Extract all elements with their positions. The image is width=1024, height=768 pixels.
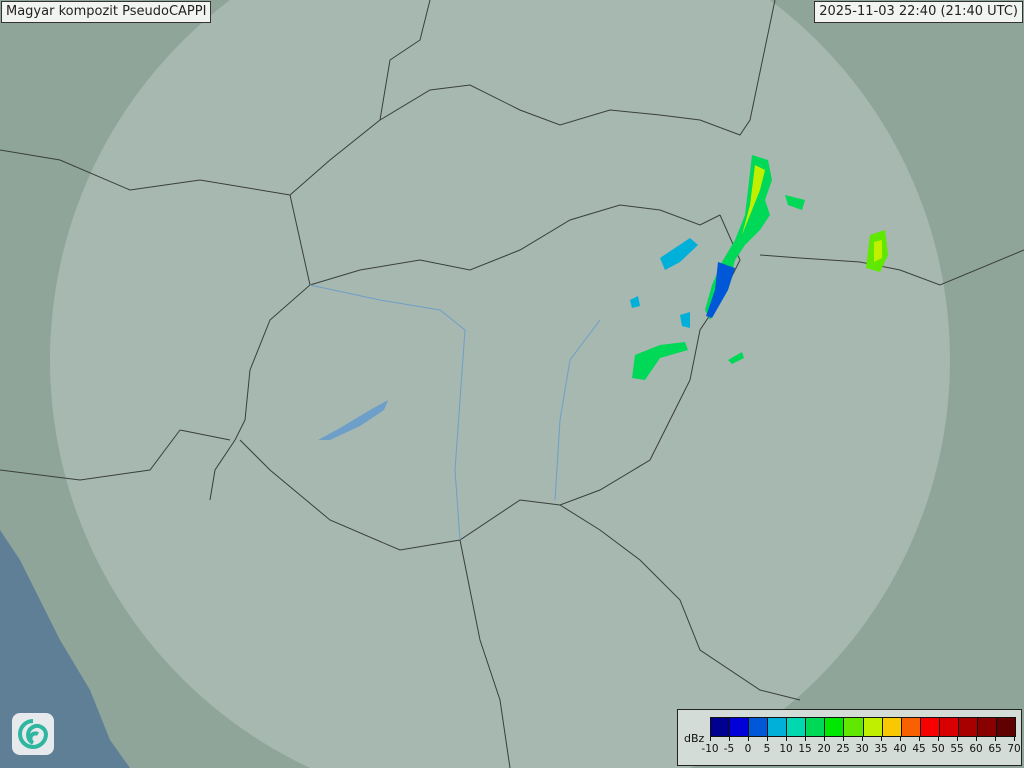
legend-tick-label: 0: [744, 743, 752, 755]
legend-tick-label: 55: [950, 743, 964, 755]
legend-swatch: [901, 718, 921, 736]
legend-tick-label: 40: [893, 743, 907, 755]
legend-swatch: [977, 718, 997, 736]
legend-tick: [976, 736, 977, 741]
legend-tick-label: 65: [988, 743, 1002, 755]
legend-tick-label: 35: [874, 743, 888, 755]
timestamp-label: 2025-11-03 22:40 (21:40 UTC): [814, 1, 1023, 23]
legend-tick: [729, 736, 730, 741]
rivers: [309, 284, 601, 541]
legend-tick-label: 45: [912, 743, 926, 755]
dbz-color-legend: dBz -10 -5 0 5 10 15 20 25 30 35 40 45 50 55 60 65 70: [677, 709, 1022, 766]
legend-tick-label: 30: [855, 743, 869, 755]
legend-tick: [881, 736, 882, 741]
legend-tick-label: 25: [836, 743, 850, 755]
legend-swatch: [863, 718, 883, 736]
legend-color-bar: [710, 717, 1016, 737]
radar-coverage-area: [50, 0, 950, 768]
legend-swatch: [939, 718, 959, 736]
legend-tick: [862, 736, 863, 741]
swirl-logo-icon: [12, 713, 54, 755]
legend-tick-label: -10: [701, 743, 719, 755]
lake-balaton: [318, 400, 388, 440]
legend-tick-label: 20: [817, 743, 831, 755]
legend-swatch: [749, 718, 769, 736]
adriatic-sea: [0, 530, 130, 768]
legend-tick: [748, 736, 749, 741]
legend-swatch: [711, 718, 731, 736]
legend-swatch: [768, 718, 788, 736]
legend-swatch: [844, 718, 864, 736]
legend-swatch: [730, 718, 750, 736]
legend-tick: [995, 736, 996, 741]
legend-tick: [786, 736, 787, 741]
product-title: Magyar kompozit PseudoCAPPI: [1, 1, 212, 23]
legend-tick: [824, 736, 825, 741]
legend-swatch: [882, 718, 902, 736]
legend-tick-label: 60: [969, 743, 983, 755]
legend-tick: [957, 736, 958, 741]
legend-tick: [1014, 736, 1015, 741]
legend-swatch: [806, 718, 826, 736]
legend-tick: [767, 736, 768, 741]
legend-tick-label: 50: [931, 743, 945, 755]
legend-tick: [938, 736, 939, 741]
radar-echoes: [630, 155, 888, 380]
legend-swatch: [825, 718, 845, 736]
legend-tick: [710, 736, 711, 741]
legend-tick-label: 15: [798, 743, 812, 755]
legend-tick-label: 70: [1007, 743, 1021, 755]
legend-tick-label: 5: [763, 743, 771, 755]
legend-swatch: [787, 718, 807, 736]
legend-tick: [805, 736, 806, 741]
legend-swatch: [996, 718, 1015, 736]
legend-tick-label: -5: [723, 743, 735, 755]
legend-swatch: [958, 718, 978, 736]
legend-tick: [900, 736, 901, 741]
legend-swatch: [920, 718, 940, 736]
legend-tick-label: 10: [779, 743, 793, 755]
legend-tick: [919, 736, 920, 741]
legend-tick: [843, 736, 844, 741]
legend-ticks: -10 -5 0 5 10 15 20 25 30 35 40 45 50 55 60 65 70: [701, 736, 1021, 762]
legend-unit: dBz: [684, 732, 705, 745]
